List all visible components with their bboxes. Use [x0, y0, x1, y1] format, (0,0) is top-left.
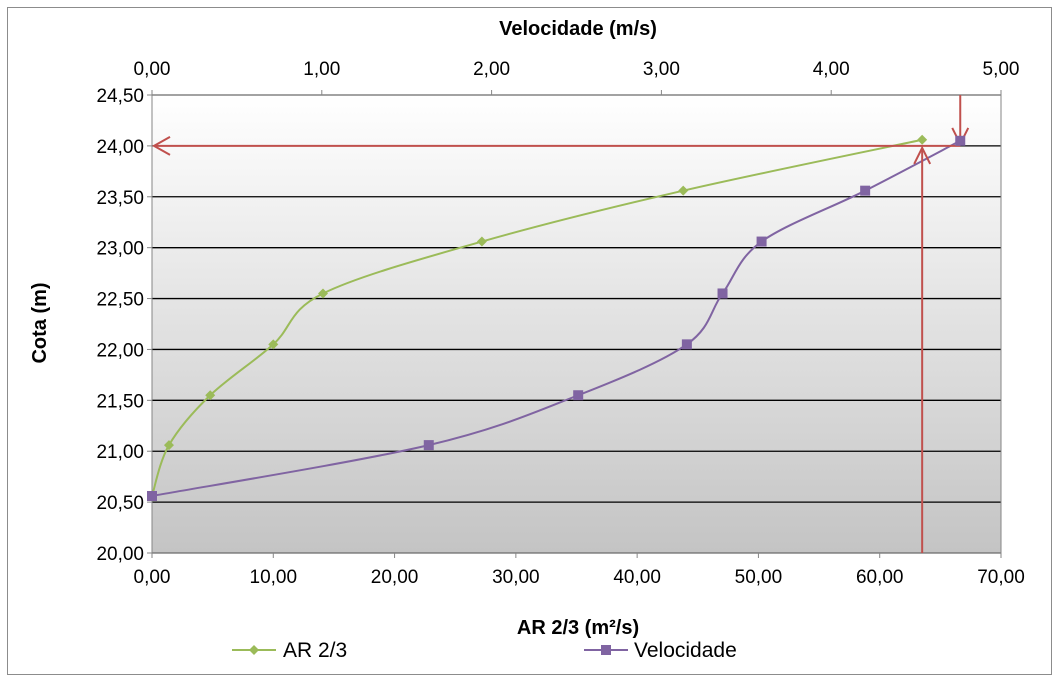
data-point-ar: [678, 185, 689, 196]
y-tick-label: 23,50: [96, 188, 144, 209]
data-point-velocidade: [573, 390, 584, 401]
data-point-velocidade: [147, 491, 157, 502]
data-point-ar: [318, 288, 329, 299]
tick-labels: 20,00 20,50 21,00 21,50 22,00 22,50 23,00 23,50…: [96, 59, 1024, 588]
x-top-tick-label: 0,00: [134, 59, 171, 80]
y-tick-label: 21,50: [96, 391, 144, 412]
x-top-tick-label: 5,00: [983, 59, 1020, 80]
legend-marker-vel: [601, 645, 611, 655]
x-top-tick-label: 1,00: [303, 59, 340, 80]
x-bottom-tick-label: 30,00: [492, 567, 540, 588]
data-point-ar: [205, 390, 216, 401]
annotation-arrowhead-up: [913, 145, 932, 165]
annotation-arrows: [151, 95, 970, 553]
data-point-velocidade: [860, 185, 871, 196]
y-tick-label: 22,50: [96, 290, 144, 311]
legend-marker-ar: [249, 645, 259, 655]
x-bottom-tick-label: 10,00: [250, 567, 298, 588]
data-point-ar: [476, 236, 487, 247]
y-tick-label: 24,50: [96, 86, 144, 107]
data-point-velocidade: [423, 440, 434, 451]
plot-area: [152, 95, 1001, 553]
y-tick-label: 21,00: [96, 442, 144, 463]
y-tick-label: 24,00: [96, 137, 144, 158]
x-top-tick-label: 2,00: [473, 59, 510, 80]
x-bottom-tick-label: 0,00: [134, 567, 171, 588]
series-markers: [147, 134, 966, 502]
x-bottom-tick-label: 70,00: [977, 567, 1025, 588]
y-tick-label: 23,00: [96, 239, 144, 260]
annotation-arrowhead-left: [151, 136, 171, 156]
x-bottom-tick-label: 20,00: [371, 567, 419, 588]
data-point-ar: [917, 134, 928, 145]
x-bottom-tick-label: 60,00: [856, 567, 904, 588]
x-bottom-tick-label: 40,00: [613, 567, 661, 588]
data-point-ar: [163, 440, 174, 451]
legend-label-ar: AR 2/3: [283, 639, 347, 662]
y-axis-title: Cota (m): [29, 282, 51, 363]
data-point-ar: [268, 339, 279, 350]
data-point-velocidade: [955, 135, 966, 146]
y-tick-label: 20,00: [96, 544, 144, 565]
legend: AR 2/3 Velocidade: [232, 639, 737, 662]
x-axis-top-title: Velocidade (m/s): [499, 18, 657, 40]
x-top-tick-label: 4,00: [813, 59, 850, 80]
x-bottom-tick-label: 50,00: [735, 567, 783, 588]
y-tick-label: 20,50: [96, 493, 144, 514]
series-line-ar: [151, 138, 923, 497]
data-point-velocidade: [681, 339, 692, 350]
data-point-velocidade: [717, 288, 728, 299]
x-top-tick-label: 3,00: [643, 59, 680, 80]
axes: [147, 90, 1002, 558]
legend-label-vel: Velocidade: [634, 639, 737, 662]
x-axis-bottom-title: AR 2/3 (m²/s): [517, 617, 639, 639]
y-tick-label: 22,00: [96, 340, 144, 361]
data-point-velocidade: [756, 236, 767, 247]
